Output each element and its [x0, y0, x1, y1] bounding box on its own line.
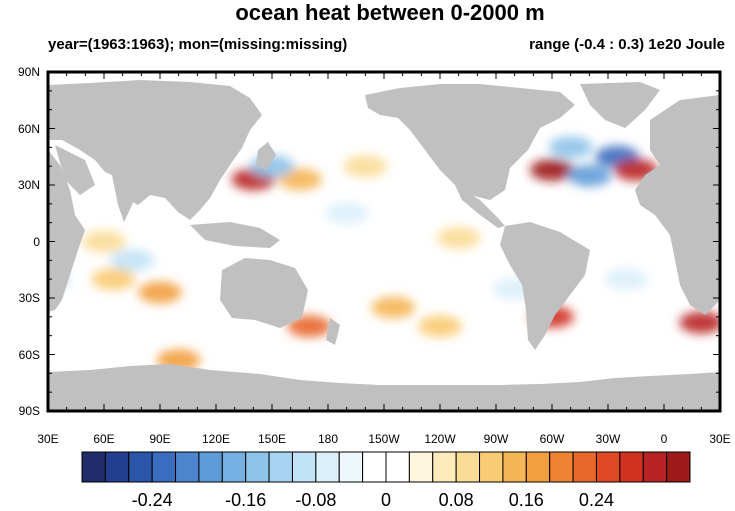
colorbar-bin	[338, 451, 364, 483]
lat-label: 60N	[17, 121, 40, 136]
anomaly-blob-14	[418, 315, 462, 338]
lon-label: 30W	[595, 432, 621, 446]
land-africa-east	[48, 150, 85, 312]
lon-label: 60E	[93, 432, 115, 446]
anomaly-blob-13	[371, 296, 416, 319]
colorbar-bin	[128, 451, 153, 483]
anomaly-blob-4	[530, 158, 574, 181]
colorbar-bin	[104, 451, 130, 483]
colorbar-bin	[619, 451, 644, 483]
colorbar-bin	[81, 451, 106, 483]
land-new-zealand	[326, 318, 340, 345]
lon-label: 120E	[201, 432, 231, 446]
map-title: ocean heat between 0-2000 m	[235, 0, 545, 25]
colorbar-bin	[221, 451, 247, 483]
colorbar-bin	[666, 451, 691, 483]
colorbar-bin	[432, 451, 457, 483]
colorbar-bin	[151, 451, 177, 483]
land-japan	[256, 142, 276, 170]
anomaly-blob-20	[82, 230, 126, 253]
colorbar-bin	[502, 451, 527, 483]
colorbar-bin	[291, 451, 317, 483]
land-north-america	[365, 84, 575, 200]
anomaly-blob-3	[343, 155, 388, 178]
colorbar-bin	[595, 451, 621, 483]
lon-label: 180	[317, 432, 339, 446]
lat-label: 0	[33, 234, 40, 249]
lon-label: 0	[660, 432, 668, 446]
subtitle-right: range (-0.4 : 0.3) 1e20 Joule	[529, 36, 725, 53]
anomaly-blob-12	[287, 315, 332, 338]
anomaly-blob-11	[91, 268, 136, 291]
colorbar-bin	[408, 451, 434, 483]
lat-label: 30S	[18, 291, 40, 305]
anomaly-blob-8	[548, 136, 593, 159]
lon-label: 150E	[257, 432, 287, 446]
colorbar-bin	[315, 451, 340, 483]
colorbar-tick-label: -0.16	[225, 490, 267, 510]
colorbar-tick-label: 0.24	[578, 490, 614, 510]
anomaly-layer	[48, 136, 720, 372]
land-south-america	[500, 222, 590, 350]
anomaly-blob-1	[278, 168, 322, 191]
lon-label: 90E	[149, 432, 171, 446]
land-eurasia	[48, 80, 262, 220]
colorbar-bin	[642, 451, 668, 483]
colorbar-bin	[479, 451, 504, 483]
lon-label: 120W	[424, 432, 456, 446]
lon-label: 30E	[709, 432, 731, 446]
lon-label: 90W	[483, 432, 509, 446]
anomaly-blob-5	[567, 164, 612, 187]
colorbar-bin	[385, 451, 410, 483]
lat-label: 60S	[18, 347, 40, 362]
land-indonesia	[190, 222, 280, 248]
anomaly-blob-19	[324, 202, 369, 225]
colorbar-bin	[198, 451, 223, 483]
land-india	[112, 175, 140, 222]
colorbar-tick-label: -0.08	[295, 490, 337, 510]
anomaly-blob-22	[604, 268, 649, 291]
lon-label: 60W	[539, 432, 565, 446]
lat-label: 30N	[17, 178, 40, 192]
colorbar-bin	[455, 451, 481, 483]
land-antarctica	[48, 364, 720, 411]
colorbar-bin	[572, 451, 597, 483]
land-australia	[220, 258, 308, 328]
colorbar-bin	[362, 451, 387, 483]
land-layer	[48, 80, 720, 411]
colorbar-bin	[525, 451, 551, 483]
land-greenland	[580, 82, 660, 128]
lat-label: 90S	[18, 404, 40, 418]
colorbar-tick-label: 0.16	[508, 490, 544, 510]
land-arabia	[55, 145, 95, 195]
colorbar-bin	[245, 451, 270, 483]
lat-label: 90N	[17, 65, 40, 79]
subtitle-left: year=(1963:1963); mon=(missing:missing)	[48, 36, 348, 53]
anomaly-blob-10	[110, 249, 154, 272]
colorbar-bin	[268, 451, 293, 483]
land-central-america	[455, 185, 505, 228]
colorbar	[81, 451, 691, 483]
colorbar-bin	[175, 451, 200, 483]
colorbar-bin	[549, 451, 574, 483]
tick-layer	[47, 71, 721, 412]
colorbar-tick-label: 0.08	[438, 490, 474, 510]
anomaly-blob-17	[679, 311, 720, 334]
anomaly-blob-18	[436, 226, 481, 249]
colorbar-tick-label: 0	[380, 490, 392, 510]
lon-label: 30E	[37, 432, 59, 446]
colorbar-tick-label: -0.24	[131, 490, 173, 510]
lon-label: 150W	[368, 432, 400, 446]
land-europe-africa	[635, 95, 720, 315]
anomaly-blob-9	[138, 281, 182, 304]
